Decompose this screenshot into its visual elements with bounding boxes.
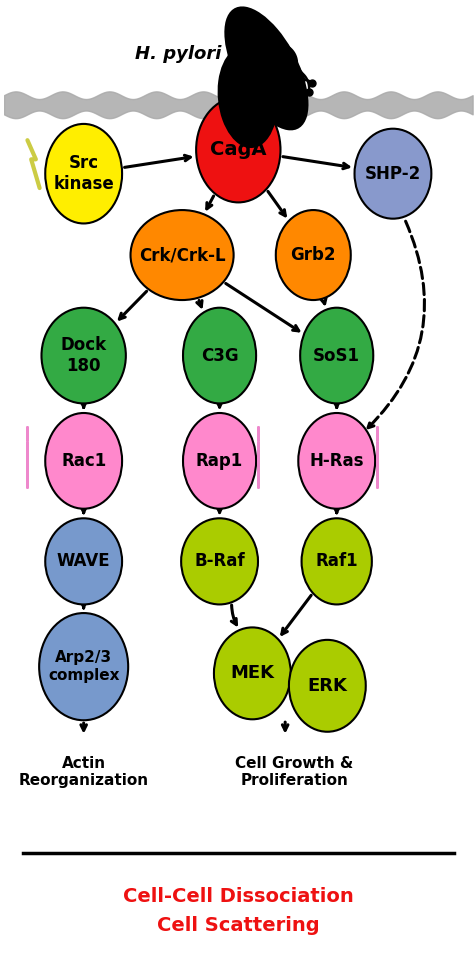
Text: Rac1: Rac1: [61, 452, 106, 469]
Text: Crk/Crk-L: Crk/Crk-L: [139, 246, 225, 264]
Ellipse shape: [355, 129, 431, 219]
Text: ERK: ERK: [308, 677, 347, 695]
Text: Raf1: Raf1: [315, 552, 358, 570]
Text: Src
kinase: Src kinase: [53, 155, 114, 193]
Text: Cell Growth &
Proliferation: Cell Growth & Proliferation: [236, 756, 354, 788]
Text: Dock
180: Dock 180: [61, 336, 107, 375]
Text: Cell-Cell Dissociation: Cell-Cell Dissociation: [123, 887, 354, 906]
Text: SHP-2: SHP-2: [365, 165, 421, 182]
Ellipse shape: [301, 518, 372, 605]
Text: C3G: C3G: [201, 347, 238, 365]
Text: MEK: MEK: [230, 664, 274, 683]
Text: H-Ras: H-Ras: [310, 452, 364, 469]
Text: WAVE: WAVE: [57, 552, 110, 570]
Ellipse shape: [183, 308, 256, 403]
Text: Actin
Reorganization: Actin Reorganization: [18, 756, 149, 788]
Text: SoS1: SoS1: [313, 347, 360, 365]
Ellipse shape: [218, 46, 278, 148]
Ellipse shape: [196, 97, 281, 203]
Ellipse shape: [298, 413, 375, 509]
Ellipse shape: [224, 7, 309, 131]
Ellipse shape: [45, 124, 122, 224]
Text: CagA: CagA: [210, 140, 266, 159]
Ellipse shape: [39, 613, 128, 720]
Ellipse shape: [130, 210, 234, 300]
Ellipse shape: [300, 308, 373, 403]
Ellipse shape: [276, 210, 351, 300]
Ellipse shape: [183, 413, 256, 509]
Text: Arp2/3
complex: Arp2/3 complex: [48, 651, 119, 683]
Text: Cell Scattering: Cell Scattering: [157, 916, 319, 935]
Text: B-Raf: B-Raf: [194, 552, 245, 570]
Ellipse shape: [289, 640, 366, 732]
Ellipse shape: [42, 308, 126, 403]
Text: H. pylori: H. pylori: [135, 45, 221, 63]
Ellipse shape: [214, 628, 291, 719]
Ellipse shape: [181, 518, 258, 605]
Text: Rap1: Rap1: [196, 452, 243, 469]
Text: Grb2: Grb2: [291, 246, 336, 264]
Ellipse shape: [45, 518, 122, 605]
Ellipse shape: [45, 413, 122, 509]
